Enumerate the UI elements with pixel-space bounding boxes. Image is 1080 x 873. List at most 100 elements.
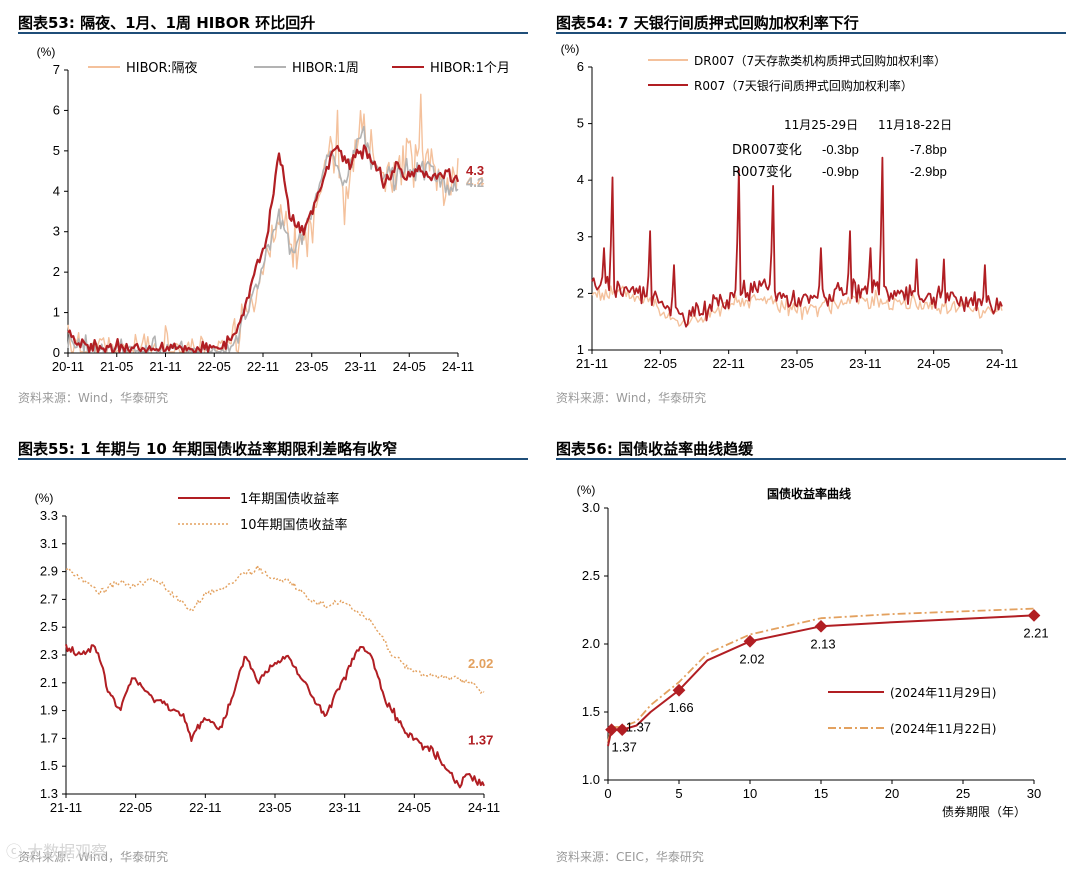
x-tick-label: 24-11 [468,800,500,815]
y-tick-label: 1.5 [40,758,58,773]
y-tick-label: 0 [53,345,60,360]
annotation-value: -0.9bp [822,164,859,179]
y-tick-label: 2.7 [40,591,58,606]
y-tick-label: 6 [53,102,60,117]
x-axis-label: 债券期限（年） [942,804,1026,819]
x-tick-label: 23-05 [780,356,813,371]
y-tick-label: 2.0 [582,636,600,651]
series-line [65,564,485,694]
y-tick-label: 2.3 [40,647,58,662]
source-note: 资料来源：CEIC，华泰研究 [556,850,704,864]
source-note: 资料来源：Wind，华泰研究 [556,391,707,405]
panel-yield-curve: 图表56: 国债收益率曲线趋缓 1.0 1.5 2.0 2.5 3.0 0 5 10 15 20 2… [556,430,1066,870]
data-label: 2.02 [739,651,764,666]
panel-repo: 图表54: 7 天银行间质押式回购加权利率下行 1 2 3 4 5 6 21-11 22-05… [556,0,1066,410]
annotation-header: 11月18-22日 [878,118,952,132]
legend-label: HIBOR:隔夜 [126,61,198,76]
annotation-value: -7.8bp [910,142,947,157]
x-tick-label: 24-11 [986,356,1018,371]
x-tick-label: 5 [675,786,682,801]
x-tick-label: 22-11 [713,356,745,371]
x-tick-label: 22-05 [198,359,231,374]
repo-chart: 1 2 3 4 5 6 21-11 22-05 22-11 23-05 23-11 24-05 24-1… [561,42,1018,371]
x-tick-label: 10 [743,786,757,801]
title-rule [18,458,528,460]
legend-label: (2024年11月29日) [890,686,996,700]
hibor-chart: 0 1 2 3 4 5 6 7 20-11 21-05 21-11 22-05 22-11 23-05 23… [37,45,510,374]
annotation-value: -2.9bp [910,164,947,179]
x-tick-label: 23-11 [344,359,376,374]
y-tick-label: 1.9 [40,703,58,718]
y-tick-label: 2.1 [40,675,58,690]
y-tick-label: 4 [577,172,584,187]
end-value-label: 4.4 [466,174,485,189]
legend-label: (2024年11月22日) [890,722,996,736]
x-tick-label: 23-05 [295,359,328,374]
y-axis-unit: (%) [37,45,56,59]
inner-chart-title: 国债收益率曲线 [767,486,851,501]
series-line [67,144,460,353]
y-tick-label: 3.3 [40,508,58,523]
legend-label: HIBOR:1周 [292,61,359,76]
x-tick-label: 20-11 [52,359,84,374]
legend-label: 1年期国债收益率 [240,491,339,507]
x-tick-label: 21-11 [50,800,82,815]
x-tick-label: 22-11 [247,359,279,374]
y-tick-label: 4 [53,183,60,198]
annotation-row-label: DR007变化 [732,142,802,158]
y-tick-label: 2.5 [582,568,600,583]
y-tick-label: 1.0 [582,772,600,787]
y-tick-label: 2 [53,264,60,279]
data-point-marker [814,619,828,633]
x-tick-label: 23-05 [258,800,291,815]
y-tick-label: 3 [53,224,60,239]
series-line [591,156,1003,328]
annotation-row-label: R007变化 [732,164,792,180]
yield-curve-chart: 1.0 1.5 2.0 2.5 3.0 0 5 10 15 20 25 30 (%) 国债收益率曲线债券期… [577,483,1049,819]
end-value-label: 4.3 [466,163,484,178]
data-label: 1.66 [668,700,693,715]
x-tick-label: 21-05 [100,359,133,374]
x-tick-label: 20 [885,786,899,801]
legend-label: 10年期国债收益率 [240,517,348,533]
chart-title: 图表56: 国债收益率曲线趋缓 [556,440,754,458]
x-tick-label: 25 [956,786,970,801]
y-tick-label: 2.9 [40,564,58,579]
panel-hibor: 图表53: 隔夜、1月、1周 HIBOR 环比回升 0 1 2 3 4 5 6 7 20-11 2… [18,0,528,410]
x-tick-label: 24-05 [917,356,950,371]
y-tick-label: 3.0 [582,500,600,515]
x-tick-label: 21-11 [149,359,181,374]
end-value-label: 1.37 [468,732,493,747]
annotation-value: -0.3bp [822,142,859,157]
spread-chart: 1.3 1.5 1.7 1.9 2.1 2.3 2.5 2.7 2.9 3.1 3.3 21-11 22… [35,491,500,815]
annotation-header: 11月25-29日 [784,118,858,132]
x-tick-label: 23-11 [329,800,361,815]
x-tick-label: 24-05 [393,359,426,374]
x-tick-label: 21-11 [576,356,608,371]
y-tick-label: 1.7 [40,730,58,745]
data-label: 1.37 [612,740,637,755]
title-rule [556,458,1066,460]
y-axis-unit: (%) [561,42,580,56]
x-tick-label: 15 [814,786,828,801]
y-tick-label: 1 [53,305,60,320]
x-tick-label: 0 [604,786,611,801]
x-tick-label: 22-05 [119,800,152,815]
data-label: 2.21 [1023,625,1048,640]
y-tick-label: 1.5 [582,704,600,719]
x-tick-label: 24-11 [442,359,474,374]
y-tick-label: 5 [53,143,60,158]
y-tick-label: 2.5 [40,619,58,634]
y-axis-unit: (%) [577,483,596,497]
y-tick-label: 1 [577,342,584,357]
data-label: 1.37 [626,719,651,734]
legend-label: HIBOR:1个月 [430,61,510,76]
source-note: 资料来源：Wind，华泰研究 [18,850,169,864]
title-rule [556,32,1066,34]
x-tick-label: 22-11 [189,800,221,815]
legend-label: R007（7天银行间质押式回购加权利率） [694,78,913,93]
chart-title: 图表54: 7 天银行间质押式回购加权利率下行 [556,14,859,32]
data-point-marker [1027,609,1041,622]
end-value-label: 4.2 [466,175,484,190]
y-tick-label: 3.1 [40,536,58,551]
